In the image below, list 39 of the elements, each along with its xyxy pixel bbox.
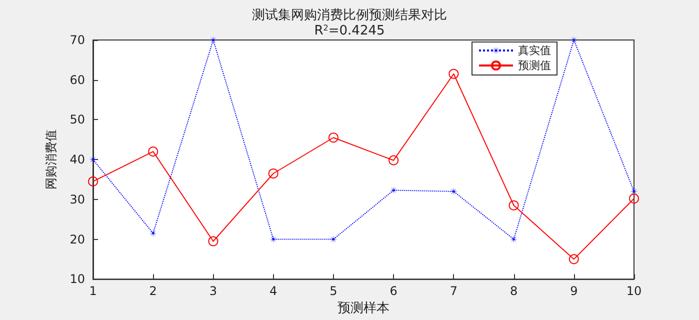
point: [568, 254, 579, 264]
point: [450, 187, 458, 196]
point: [209, 36, 218, 44]
x-tick-label: 2: [149, 284, 157, 298]
y-tick-label: 70: [70, 33, 85, 47]
x-tick-label: 10: [626, 284, 642, 298]
legend-label: 真实值: [518, 44, 551, 57]
y-axis-title: 网购消费值: [44, 130, 58, 190]
point: [149, 229, 158, 238]
point: [329, 235, 338, 244]
y-tick-label: 10: [70, 272, 85, 286]
point: [508, 200, 519, 210]
x-tick-label: 6: [390, 284, 398, 298]
x-tick-label: 7: [450, 284, 458, 298]
point: [328, 132, 338, 143]
chart-title: 测试集网购消费比例预测结果对比: [252, 8, 447, 23]
point: [208, 236, 218, 246]
legend-label: 预测值: [518, 59, 551, 72]
point: [269, 235, 278, 244]
y-tick-label: 20: [70, 232, 85, 246]
x-tick-label: 4: [270, 284, 278, 298]
y-tick-label: 40: [70, 152, 85, 167]
y-tick-label: 60: [70, 72, 85, 87]
x-axis-title: 预测样本: [338, 301, 390, 316]
x-tick-label: 9: [570, 284, 578, 298]
point: [268, 168, 278, 178]
y-tick-label: 50: [70, 112, 85, 127]
y-tick-label: 30: [70, 192, 85, 206]
point: [388, 155, 399, 166]
point: [390, 186, 398, 194]
point: [148, 146, 158, 157]
point: [510, 235, 518, 244]
point: [448, 68, 459, 79]
point: [629, 194, 639, 204]
x-tick-label: 8: [510, 284, 518, 298]
point: [88, 176, 98, 186]
x-tick-label: 3: [209, 284, 218, 298]
x-tick-label: 5: [330, 284, 338, 298]
x-tick-label: 1: [89, 284, 97, 298]
